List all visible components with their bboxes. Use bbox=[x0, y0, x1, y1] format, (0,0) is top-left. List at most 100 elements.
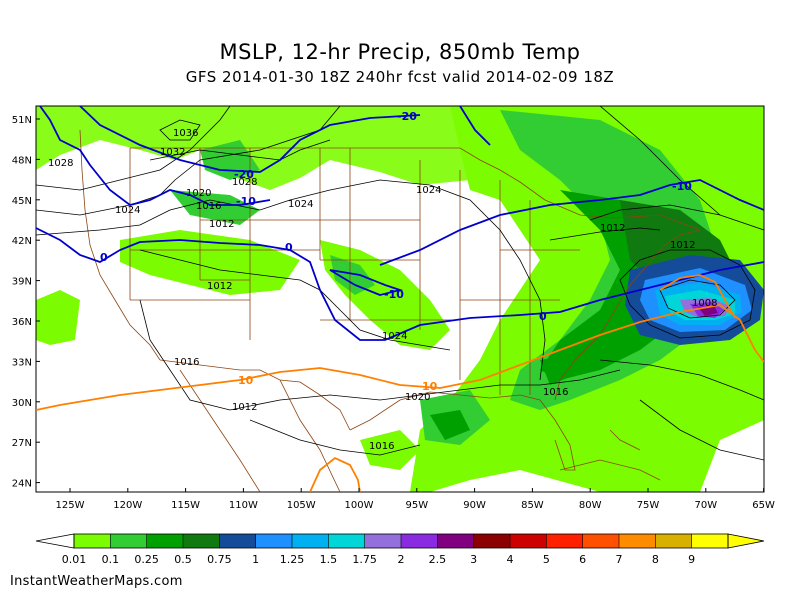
lon-tick-label: 70W bbox=[694, 500, 717, 511]
isotherm-label: 10 bbox=[238, 374, 254, 387]
isotherm-label: 10 bbox=[422, 380, 438, 393]
lon-tick-label: 85W bbox=[521, 500, 544, 511]
isobar-label: 1012 bbox=[670, 240, 695, 251]
cold-isotherms bbox=[36, 106, 764, 341]
isobar-label: 1012 bbox=[209, 219, 234, 230]
colorbar-label: 0.1 bbox=[102, 553, 120, 566]
colorbar-label: 1.25 bbox=[280, 553, 305, 566]
warm-isotherms bbox=[36, 274, 764, 492]
colorbar-swatch bbox=[437, 534, 474, 548]
lat-tick-label: 39N bbox=[12, 277, 32, 288]
colorbar-swatch bbox=[655, 534, 692, 548]
colorbar-swatch bbox=[546, 534, 583, 548]
isobar-label: 1028 bbox=[48, 158, 73, 169]
colorbar-label: 5 bbox=[543, 553, 550, 566]
isotherm-label: -20 bbox=[234, 168, 254, 181]
isotherm-label: -20 bbox=[397, 110, 417, 123]
colorbar-swatch bbox=[183, 534, 220, 548]
precip-colorbar: 0.01 0.1 0.25 0.5 0.75 1 1.25 1.5 1.75 2 2.5 3 4 5 6 7 8… bbox=[35, 533, 765, 566]
colorbar-swatch bbox=[401, 534, 438, 548]
isotherm-labels: -20 -20 -10 -10 -10 0 0 0 10 10 bbox=[100, 110, 692, 393]
colorbar-swatch bbox=[473, 534, 510, 548]
isotherm-label: 0 bbox=[539, 310, 547, 323]
lon-tick-label: 80W bbox=[579, 500, 602, 511]
lat-tick-label: 42N bbox=[12, 236, 32, 247]
colorbar-label: 3 bbox=[470, 553, 477, 566]
isotherm-label: -10 bbox=[384, 288, 404, 301]
colorbar-swatch bbox=[74, 534, 111, 548]
colorbar-low-arrow bbox=[35, 533, 75, 549]
map-subtitle: GFS 2014-01-30 18Z 240hr fcst valid 2014… bbox=[185, 68, 615, 86]
isobar-label: 1032 bbox=[160, 147, 185, 158]
colorbar-swatch bbox=[619, 534, 656, 548]
colorbar-swatch bbox=[255, 534, 292, 548]
colorbar-swatch bbox=[146, 534, 183, 548]
credit-text: InstantWeatherMaps.com bbox=[10, 574, 183, 589]
lon-tick-label: 90W bbox=[463, 500, 486, 511]
lat-tick-label: 51N bbox=[12, 115, 32, 126]
isobar-label: 1008 bbox=[692, 298, 717, 309]
isobar-label: 1012 bbox=[207, 281, 232, 292]
lat-tick-label: 30N bbox=[12, 398, 32, 409]
lon-tick-label: 110W bbox=[229, 500, 258, 511]
colorbar-label: 4 bbox=[507, 553, 514, 566]
colorbar-swatch bbox=[364, 534, 401, 548]
map-title: MSLP, 12-hr Precip, 850mb Temp bbox=[219, 40, 581, 64]
isobar-label: 1016 bbox=[196, 201, 221, 212]
longitude-axis: 125W 120W 115W 110W 105W 100W 95W 90W 85W 80W 75W 7… bbox=[56, 488, 775, 511]
colorbar-label: 6 bbox=[579, 553, 586, 566]
colorbar-label: 0.5 bbox=[174, 553, 192, 566]
colorbar-label: 2 bbox=[398, 553, 405, 566]
isobar-label: 1020 bbox=[405, 392, 430, 403]
lat-tick-label: 24N bbox=[12, 479, 32, 490]
colorbar-label: 0.25 bbox=[134, 553, 159, 566]
colorbar-swatch bbox=[110, 534, 147, 548]
lon-tick-label: 125W bbox=[56, 500, 85, 511]
colorbar-swatch bbox=[328, 534, 365, 548]
isobar-label: 1016 bbox=[369, 441, 394, 452]
lon-tick-label: 65W bbox=[752, 500, 775, 511]
isobar-label: 1036 bbox=[173, 128, 198, 139]
lon-tick-label: 105W bbox=[287, 500, 316, 511]
isotherm-label: 0 bbox=[100, 251, 108, 264]
isobar-labels: 1036 1032 1028 1028 1024 1024 1024 1024 … bbox=[48, 128, 717, 452]
lat-tick-label: 36N bbox=[12, 317, 32, 328]
political-borders bbox=[79, 129, 701, 492]
isobar-label: 1024 bbox=[288, 199, 313, 210]
lon-tick-label: 75W bbox=[637, 500, 660, 511]
isobar-label: 1016 bbox=[543, 387, 568, 398]
colorbar-label: 8 bbox=[652, 553, 659, 566]
colorbar-label: 7 bbox=[616, 553, 623, 566]
colorbar-swatch bbox=[582, 534, 619, 548]
isobar-label: 1024 bbox=[115, 205, 140, 216]
colorbar-swatch bbox=[691, 534, 728, 548]
isobar-label: 1012 bbox=[600, 223, 625, 234]
isotherm-label: -10 bbox=[236, 195, 256, 208]
colorbar-label: 0.01 bbox=[62, 553, 87, 566]
colorbar-swatch bbox=[219, 534, 256, 548]
colorbar-label: 0.75 bbox=[207, 553, 232, 566]
colorbar-swatch bbox=[292, 534, 329, 548]
isobar-label: 1028 bbox=[232, 177, 257, 188]
isobar-label: 1012 bbox=[232, 402, 257, 413]
lat-tick-label: 27N bbox=[12, 438, 32, 449]
lon-tick-label: 115W bbox=[171, 500, 200, 511]
isobar-label: 1024 bbox=[382, 331, 407, 342]
lat-tick-label: 33N bbox=[12, 357, 32, 368]
lon-tick-label: 120W bbox=[113, 500, 142, 511]
isotherm-label: 0 bbox=[285, 241, 293, 254]
latitude-axis: 51N 48N 45N 42N 39N 36N 33N 30N 27N 24N bbox=[12, 115, 40, 490]
isotherm-label: -10 bbox=[672, 180, 692, 193]
colorbar-label: 1 bbox=[252, 553, 259, 566]
colorbar-label: 9 bbox=[688, 553, 695, 566]
colorbar-label: 1.5 bbox=[320, 553, 338, 566]
isobar-label: 1016 bbox=[174, 357, 199, 368]
lon-tick-label: 100W bbox=[345, 500, 374, 511]
colorbar-swatch bbox=[510, 534, 547, 548]
lat-tick-label: 48N bbox=[12, 155, 32, 166]
lon-tick-label: 95W bbox=[405, 500, 428, 511]
isobar-label: 1024 bbox=[416, 185, 441, 196]
isobar-label: 1020 bbox=[186, 188, 211, 199]
colorbar-label: 1.75 bbox=[352, 553, 377, 566]
